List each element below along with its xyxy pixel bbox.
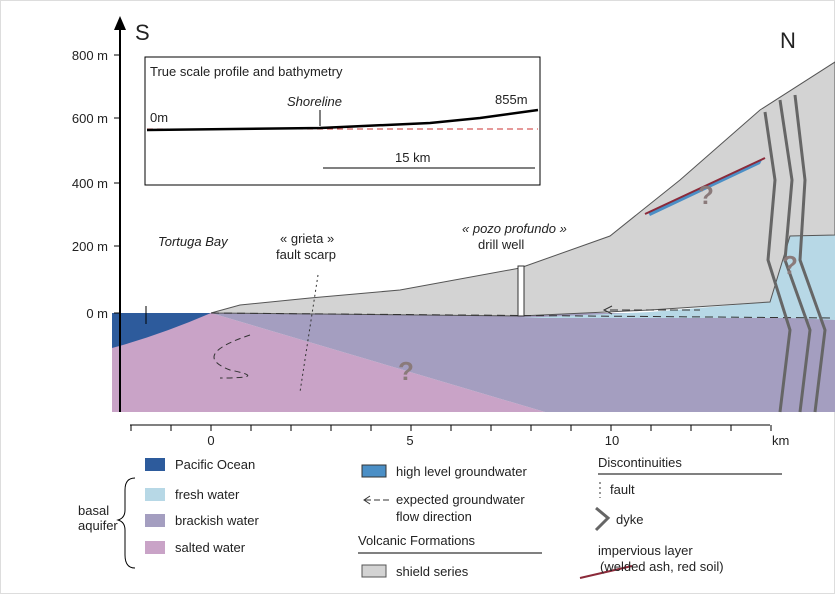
legend-label: salted water [175,540,246,555]
legend-label: fault [610,482,635,497]
y-label: 200 m [72,239,108,254]
unknown: ? [698,180,714,210]
pozo: « pozo profundo » [462,221,567,236]
inset-scale: 15 km [395,150,430,165]
x-label: 5 [406,433,413,448]
legend-label: Volcanic Formations [358,533,476,548]
x-label: 10 [605,433,619,448]
x-label: 0 [207,433,214,448]
legend-label: dyke [616,512,643,527]
legend-label: aquifer [78,518,118,533]
south: S [135,20,150,45]
y-label: 400 m [72,176,108,191]
bay: Tortuga Bay [158,234,229,249]
cross-section: S N 800 m 600 m 400 m 200 m 0 m 0 5 10 k… [0,0,835,594]
legend-label: Pacific Ocean [175,457,255,472]
x-unit: km [772,433,789,448]
legend-label: flow direction [396,509,472,524]
legend-label: basal [78,503,109,518]
drill-well [518,266,524,316]
drill-well-label: drill well [478,237,524,252]
legend-label: high level groundwater [396,464,527,479]
legend-label: shield series [396,564,469,579]
legend-label: fresh water [175,487,240,502]
inset-title: True scale profile and bathymetry [150,64,343,79]
y-label: 800 m [72,48,108,63]
grieta: « grieta » [280,231,334,246]
inset-left: 0m [150,110,168,125]
fault-scarp: fault scarp [276,247,336,262]
legend-label: expected groundwater [396,492,525,507]
inset-right: 855m [495,92,528,107]
y-label: 600 m [72,111,108,126]
y-label: 0 m [86,306,108,321]
legend-label: (welded ash, red soil) [600,559,724,574]
north: N [780,28,796,53]
unknown: ? [398,356,414,386]
unknown: ? [782,250,798,280]
shoreline: Shoreline [287,94,342,109]
legend-label: brackish water [175,513,259,528]
legend-label: Discontinuities [598,455,682,470]
legend-label: impervious layer [598,543,693,558]
